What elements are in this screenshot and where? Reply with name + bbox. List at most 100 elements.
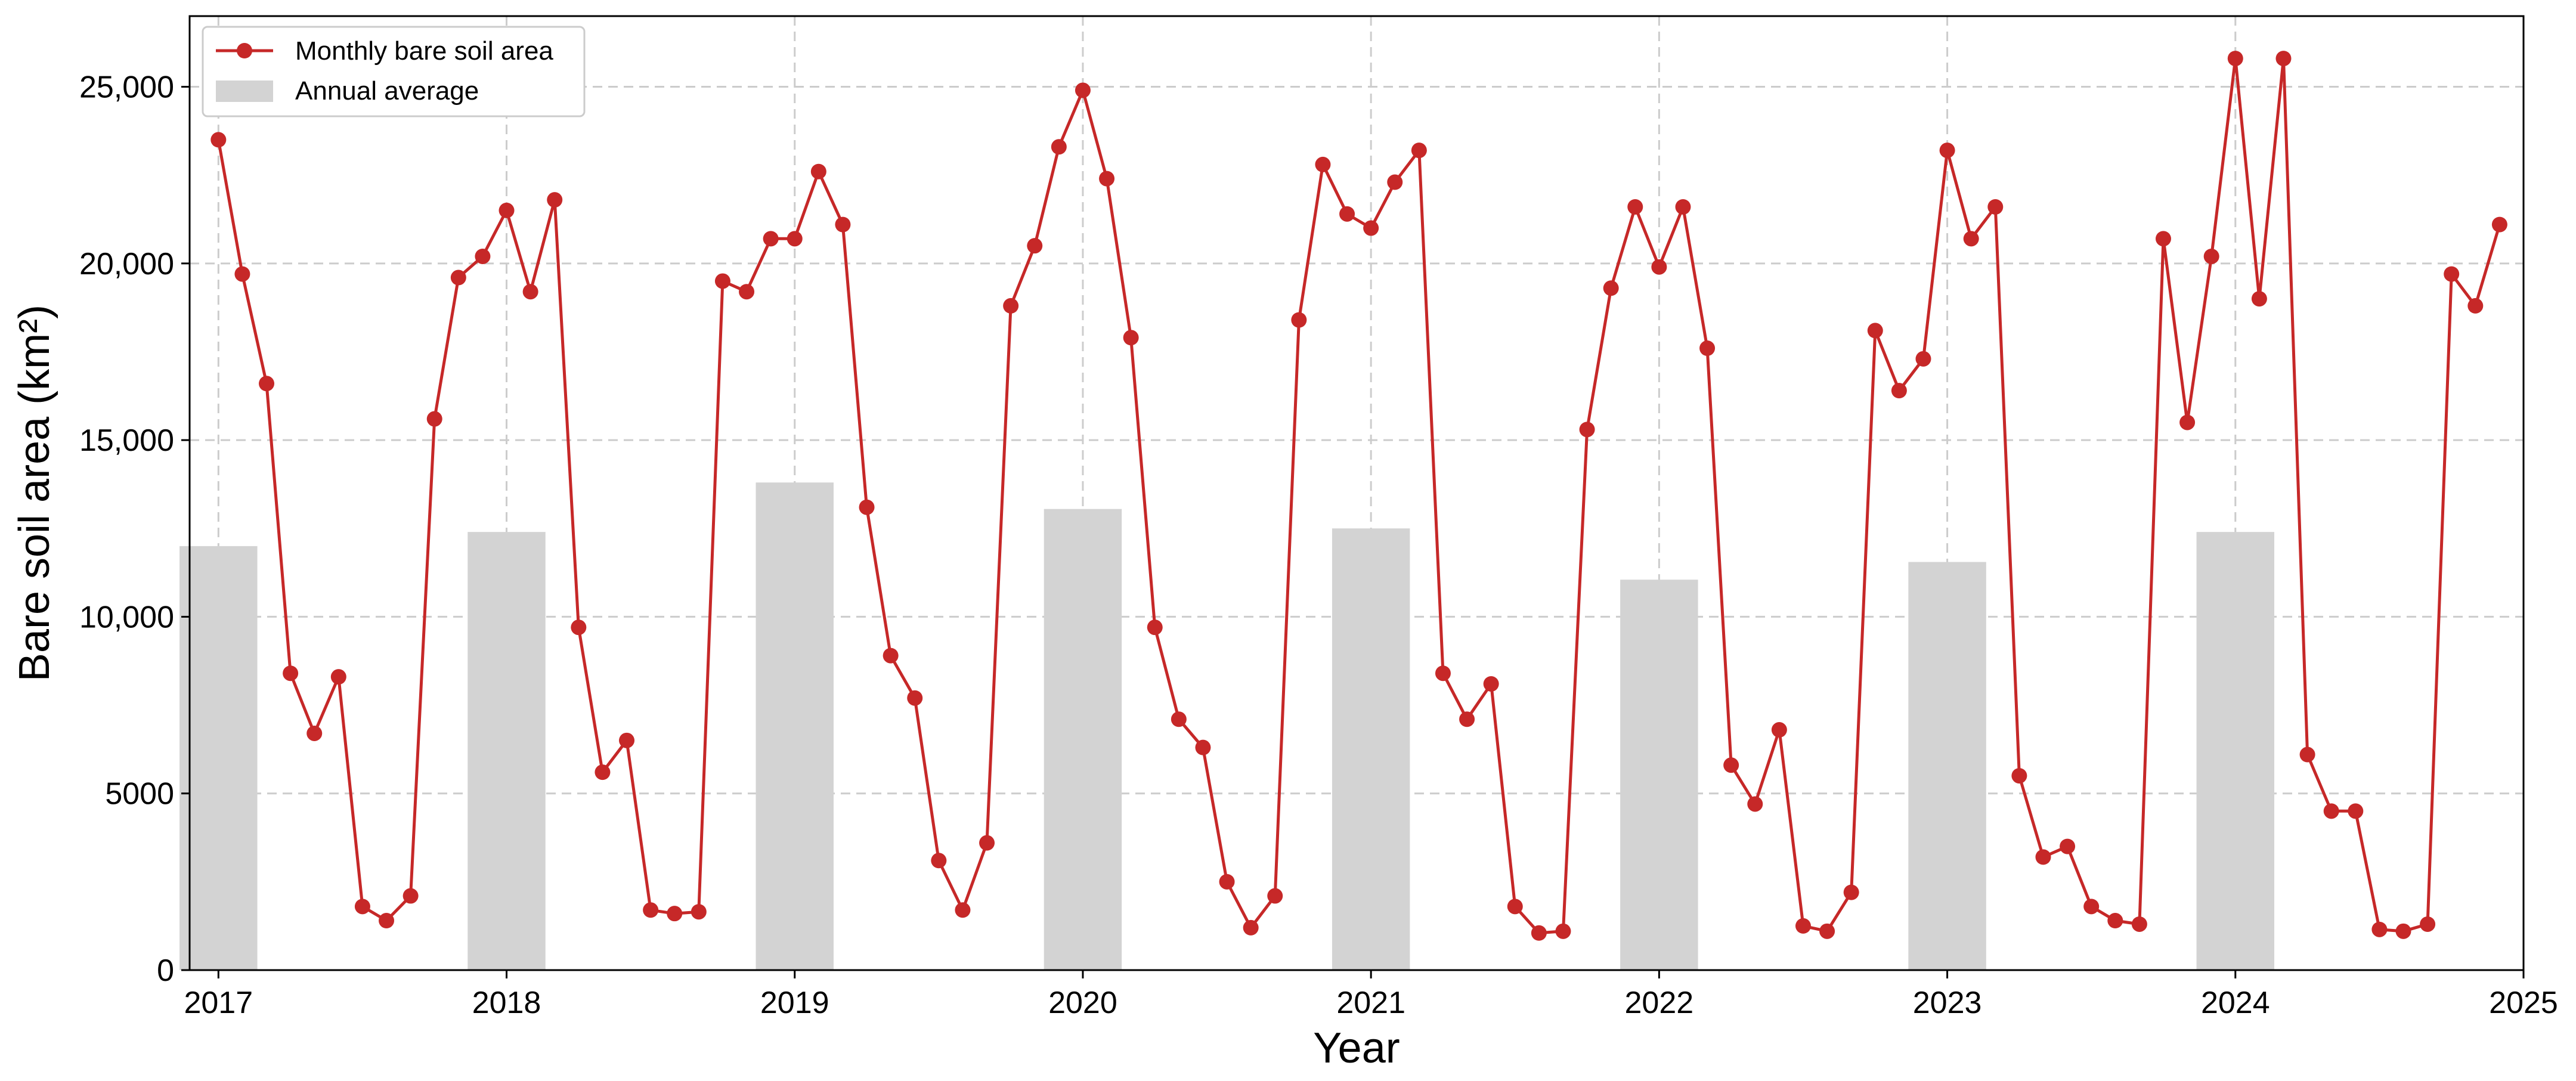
annual-average-bars	[179, 482, 2275, 970]
monthly-data-point	[1195, 739, 1211, 755]
monthly-data-point	[1123, 330, 1139, 346]
legend-bar-swatch	[216, 80, 273, 102]
monthly-data-point	[2179, 414, 2196, 430]
monthly-data-point	[1723, 757, 1739, 773]
monthly-data-point	[810, 163, 826, 179]
x-tick-label: 2021	[1336, 986, 1405, 1020]
monthly-data-point	[1411, 143, 1427, 159]
monthly-data-point	[475, 248, 491, 264]
x-tick-label: 2024	[2201, 986, 2270, 1020]
monthly-data-point	[1867, 323, 1883, 339]
monthly-data-point	[1027, 238, 1043, 254]
monthly-data-point	[547, 192, 563, 208]
monthly-data-point	[283, 665, 299, 682]
monthly-data-point	[1435, 665, 1451, 682]
monthly-data-point	[1555, 923, 1571, 939]
monthly-data-point	[1171, 711, 1187, 727]
y-tick-label: 5000	[105, 777, 174, 811]
monthly-data-point	[1819, 923, 1835, 939]
annual-average-bar	[467, 532, 546, 970]
monthly-data-point	[1915, 351, 1931, 367]
x-tick-label: 2018	[472, 986, 541, 1020]
monthly-data-point	[2131, 916, 2147, 932]
monthly-data-point	[1843, 884, 1859, 900]
monthly-data-point	[619, 732, 635, 748]
monthly-data-point	[2060, 838, 2076, 854]
monthly-data-point	[1003, 298, 1019, 314]
monthly-data-point	[1483, 676, 1499, 692]
annual-average-bar	[756, 482, 834, 970]
monthly-data-point	[1075, 82, 1091, 98]
x-tick-label: 2023	[1913, 986, 1982, 1020]
monthly-data-point	[955, 902, 971, 918]
monthly-data-point	[1627, 199, 1643, 215]
monthly-data-point	[763, 231, 779, 247]
monthly-data-point	[643, 902, 659, 918]
monthly-data-point	[571, 620, 587, 636]
monthly-data-point	[1291, 312, 1307, 328]
monthly-data-point	[2491, 216, 2507, 233]
monthly-data-point	[1387, 174, 1403, 190]
legend-box	[202, 26, 586, 117]
legend-label-monthly: Monthly bare soil area	[295, 36, 553, 66]
monthly-data-point	[1147, 620, 1163, 636]
monthly-data-point	[330, 669, 346, 685]
monthly-data-point	[2420, 916, 2436, 932]
monthly-data-point	[883, 648, 899, 664]
y-tick-label: 25,000	[79, 70, 174, 105]
monthly-data-point	[2444, 266, 2460, 282]
monthly-data-point	[354, 899, 370, 915]
monthly-data-point	[2275, 51, 2292, 67]
monthly-data-point	[1987, 199, 2004, 215]
monthly-data-point	[1747, 796, 1763, 812]
monthly-data-point	[1051, 139, 1067, 155]
monthly-data-point	[1963, 231, 1979, 247]
monthly-data-point	[2011, 768, 2027, 784]
y-tick-label: 0	[157, 953, 174, 988]
monthly-data-point	[1891, 383, 1907, 399]
monthly-data-point	[2467, 298, 2484, 314]
monthly-data-point	[691, 904, 707, 920]
x-tick-label: 2020	[1048, 986, 1117, 1020]
monthly-data-point	[259, 376, 275, 392]
annual-average-bar	[1044, 509, 1122, 970]
x-axis-title: Year	[1313, 1024, 1400, 1072]
monthly-data-point	[2371, 921, 2388, 937]
annual-average-bar	[1908, 562, 1986, 970]
monthly-data-point	[2299, 747, 2315, 763]
monthly-data-point	[1219, 874, 1235, 890]
annual-average-bar	[1620, 580, 1698, 970]
monthly-data-point	[1363, 220, 1379, 236]
monthly-data-point	[835, 216, 851, 233]
monthly-data-point	[2395, 923, 2411, 939]
monthly-data-point	[2083, 899, 2100, 915]
monthly-data-point	[2035, 849, 2051, 865]
monthly-data-point	[595, 764, 611, 780]
monthly-data-point	[2227, 51, 2243, 67]
axis-ticks: 2017 2018 2019 2020 2021 2022 2023 2024 2025 0 500…	[79, 70, 2558, 1020]
monthly-data-point	[1651, 259, 1667, 275]
monthly-data-point	[306, 725, 323, 741]
plot-frame	[188, 15, 2525, 971]
monthly-data-point	[859, 499, 875, 515]
monthly-data-point	[2348, 803, 2364, 819]
monthly-data-point	[1507, 899, 1523, 915]
monthly-data-point	[739, 284, 755, 300]
y-tick-label: 10,000	[79, 600, 174, 634]
monthly-data-point	[2155, 231, 2171, 247]
legend-label-annual: Annual average	[295, 76, 479, 106]
monthly-data-point	[1459, 711, 1475, 727]
y-tick-label: 20,000	[79, 247, 174, 281]
monthly-data-point	[1675, 199, 1691, 215]
monthly-data-point	[714, 273, 730, 289]
monthly-data-point	[667, 906, 683, 922]
x-tick-label: 2019	[760, 986, 829, 1020]
monthly-data-point	[1243, 919, 1259, 936]
monthly-data-point	[1315, 156, 1331, 172]
x-tick-label: 2025	[2489, 986, 2558, 1020]
monthly-data-point	[499, 202, 515, 218]
y-axis-title: Bare soil area (km²)	[11, 305, 58, 682]
monthly-data-point	[787, 231, 803, 247]
